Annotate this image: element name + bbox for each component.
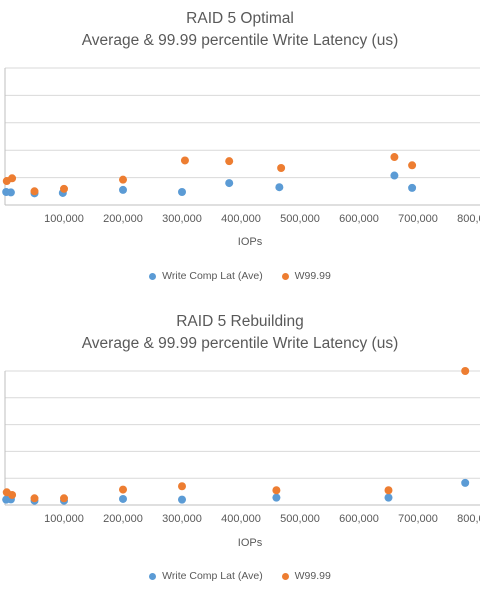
data-point-w9999 (272, 486, 281, 495)
data-point-write-comp-lat (384, 493, 393, 502)
x-tick-label: 200,000 (103, 513, 143, 525)
scatter-plot-rebuilding: 100,000 200,000 300,000 400,000 500,000 600,0… (2, 367, 480, 549)
legend-label: W99.99 (294, 270, 331, 282)
chart-subtitle: Average & 99.99 percentile Write Latency… (81, 335, 399, 352)
data-point-w9999 (461, 367, 470, 375)
x-tick-label: 200,000 (103, 213, 143, 225)
x-tick-label: 600,000 (339, 513, 379, 525)
x-tick-label: 500,000 (280, 213, 320, 225)
data-point-w9999 (178, 482, 186, 491)
chart-title: RAID 5 Rebuilding (176, 313, 304, 330)
data-point-w9999 (30, 494, 39, 503)
chart-legend: Write Comp Lat (Ave) W99.99 (0, 570, 480, 583)
x-tick-label: 600,000 (339, 213, 379, 225)
data-point-w9999 (408, 161, 417, 170)
chart-legend: Write Comp Lat (Ave) W99.99 (0, 270, 480, 283)
legend-label: Write Comp Lat (Ave) (162, 570, 263, 582)
legend-marker (281, 272, 289, 280)
legend-item-write-comp-lat: Write Comp Lat (Ave) (149, 570, 263, 582)
x-tick-label: 400,000 (221, 213, 261, 225)
x-tick-label: 500,000 (280, 513, 320, 525)
data-point-write-comp-lat (119, 494, 127, 503)
chart-subtitle: Average & 99.99 percentile Write Latency… (81, 32, 399, 49)
x-tick-label: 300,000 (162, 513, 202, 525)
data-point-w9999 (180, 156, 189, 165)
data-point-write-comp-lat (119, 185, 127, 194)
legend-marker (281, 572, 289, 580)
data-point-w9999 (60, 184, 68, 193)
data-point-write-comp-lat (272, 493, 281, 502)
legend-item-write-comp-lat: Write Comp Lat (Ave) (149, 270, 263, 282)
chart-title: RAID 5 Optimal (186, 10, 294, 27)
x-tick-label: 800,000 (457, 213, 480, 225)
x-tick-label: 700,000 (398, 213, 438, 225)
chart-title-block: RAID 5 Rebuilding Average & 99.99 percen… (0, 311, 480, 355)
x-tick-label: 800,000 (457, 513, 480, 525)
data-point-write-comp-lat (408, 183, 417, 192)
x-tick-label: 700,000 (398, 513, 438, 525)
data-point-w9999 (30, 187, 39, 196)
legend-label: Write Comp Lat (Ave) (162, 270, 263, 282)
data-point-write-comp-lat (461, 478, 470, 487)
data-point-w9999 (384, 486, 393, 495)
x-tick-label: 100,000 (44, 513, 84, 525)
legend-item-w9999: W99.99 (281, 570, 331, 582)
x-tick-label: 100,000 (44, 213, 84, 225)
data-point-w9999 (390, 153, 399, 162)
data-point-write-comp-lat (390, 171, 399, 180)
data-point-write-comp-lat (225, 179, 234, 188)
chart-panel-optimal: RAID 5 Optimal Average & 99.99 percentil… (0, 0, 480, 296)
legend-marker (149, 572, 157, 580)
data-point-w9999 (225, 157, 234, 166)
x-tick-label: 300,000 (162, 213, 202, 225)
data-point-write-comp-lat (6, 188, 15, 197)
chart-title-block: RAID 5 Optimal Average & 99.99 percentil… (0, 8, 480, 52)
chart-panel-rebuilding: RAID 5 Rebuilding Average & 99.99 percen… (0, 303, 480, 593)
legend-label: W99.99 (294, 570, 331, 582)
x-tick-label: 400,000 (221, 513, 261, 525)
x-axis-title: IOPs (238, 537, 263, 549)
data-point-w9999 (119, 485, 127, 494)
data-point-w9999 (277, 164, 286, 173)
x-axis-title: IOPs (238, 236, 263, 248)
legend-marker (149, 272, 157, 280)
data-point-w9999 (119, 175, 127, 184)
data-point-write-comp-lat (275, 183, 284, 192)
legend-item-w9999: W99.99 (281, 270, 331, 282)
data-point-w9999 (8, 174, 17, 183)
data-point-write-comp-lat (178, 495, 186, 504)
scatter-plot-optimal: 100,000 200,000 300,000 400,000 500,000 600,0… (2, 67, 480, 248)
data-point-write-comp-lat (178, 187, 186, 196)
data-point-w9999 (8, 490, 17, 499)
data-point-w9999 (60, 494, 68, 503)
